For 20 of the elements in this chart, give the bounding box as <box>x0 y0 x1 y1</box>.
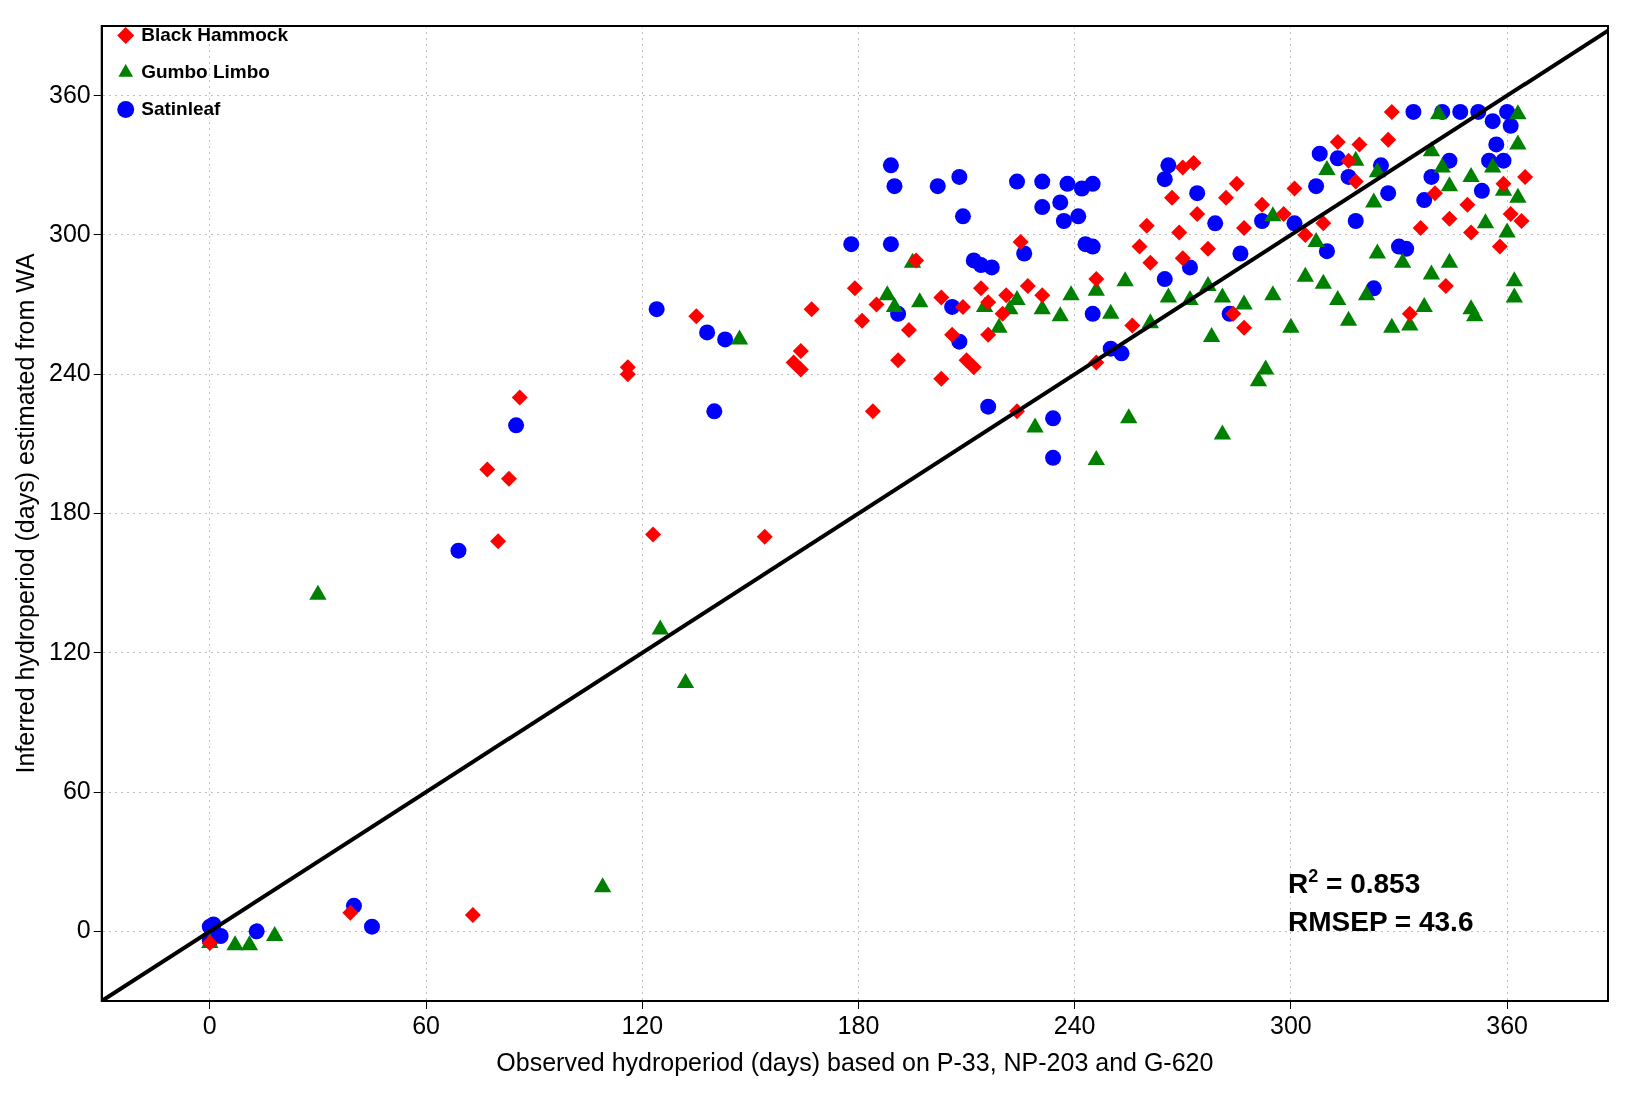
y-tick-label: 0 <box>76 915 91 944</box>
x-tick-label: 60 <box>412 1010 440 1039</box>
y-tick-label: 60 <box>62 775 91 804</box>
y-axis-title: Inferred hydroperiod (days) estimated from WA <box>10 253 39 774</box>
x-axis-title: Observed hydroperiod (days) based on P-33, NP-203 and G-620 <box>496 1047 1214 1076</box>
legend-label: Black Hammock <box>141 23 289 45</box>
x-tick-label: 120 <box>621 1010 664 1039</box>
x-tick-label: 240 <box>1053 1010 1096 1039</box>
legend-label: Satinleaf <box>141 97 222 119</box>
x-tick-label: 300 <box>1270 1010 1312 1039</box>
y-tick-label: 180 <box>48 497 91 526</box>
y-tick-label: 120 <box>48 636 91 665</box>
annotation: RMSEP = 43.6 <box>1288 906 1474 937</box>
y-tick-label: 360 <box>48 79 91 108</box>
y-tick-label: 300 <box>48 218 91 247</box>
x-tick-label: 0 <box>202 1010 217 1039</box>
x-tick-label: 180 <box>837 1010 880 1039</box>
legend-label: Gumbo Limbo <box>141 60 270 82</box>
x-tick-label: 360 <box>1486 1010 1528 1039</box>
y-tick-label: 240 <box>48 358 91 387</box>
